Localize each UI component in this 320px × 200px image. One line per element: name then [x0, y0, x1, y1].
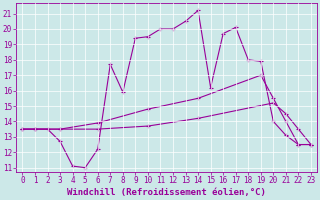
X-axis label: Windchill (Refroidissement éolien,°C): Windchill (Refroidissement éolien,°C)	[67, 188, 266, 197]
